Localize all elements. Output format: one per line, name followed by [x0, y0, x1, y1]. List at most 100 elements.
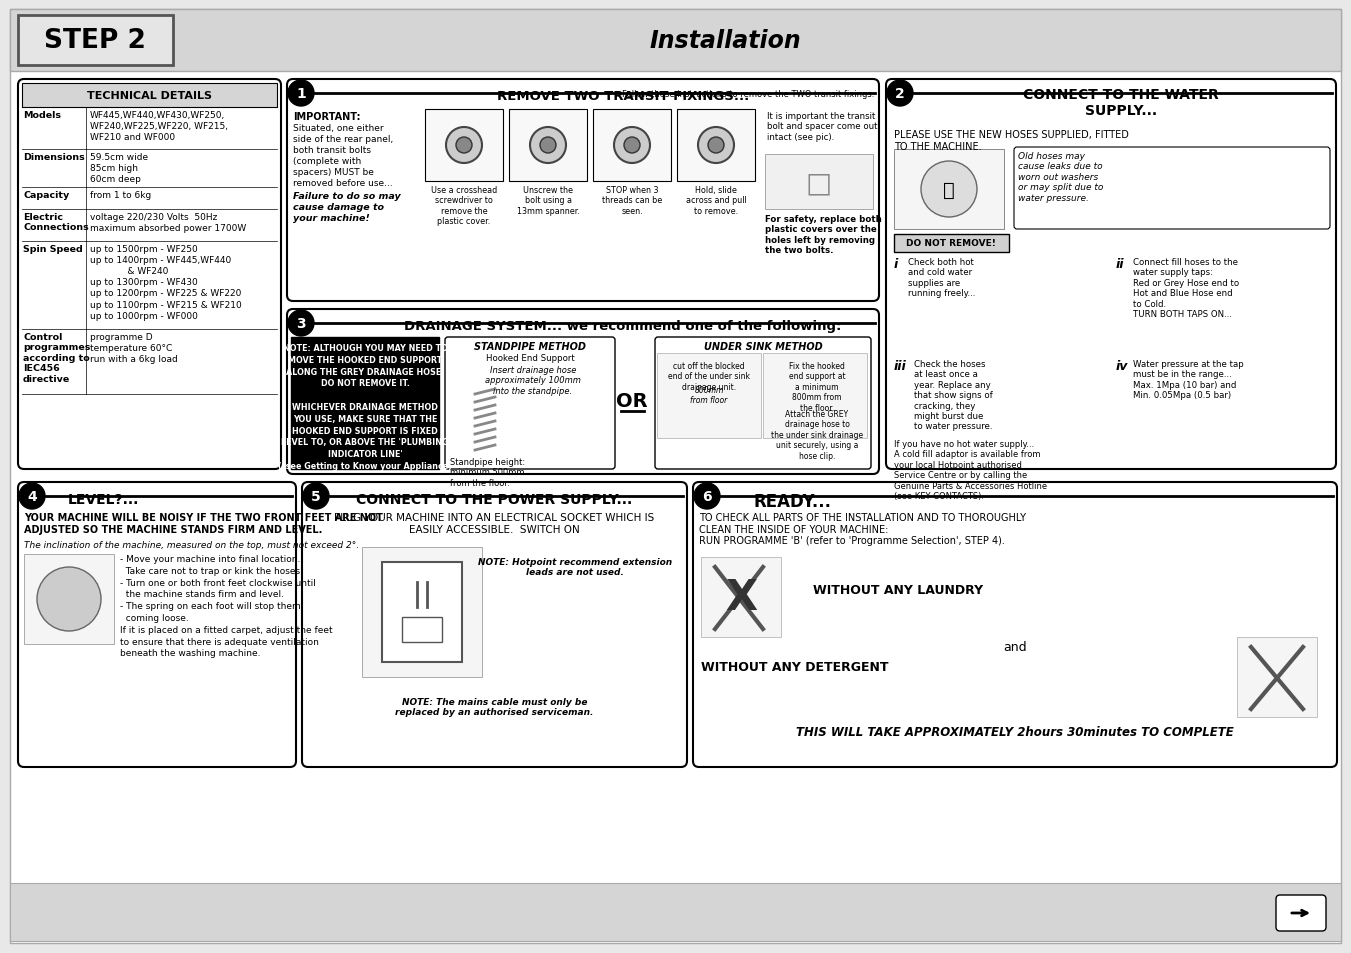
Text: Situated, one either: Situated, one either: [293, 124, 384, 132]
Text: iv: iv: [1116, 359, 1128, 373]
Text: 1: 1: [296, 87, 305, 101]
Circle shape: [36, 567, 101, 631]
Bar: [403, 618, 442, 642]
FancyBboxPatch shape: [655, 337, 871, 470]
FancyBboxPatch shape: [18, 80, 281, 470]
Text: Unscrew the
bolt using a
13mm spanner.: Unscrew the bolt using a 13mm spanner.: [516, 186, 580, 215]
Text: STEP 2: STEP 2: [45, 28, 146, 54]
Text: Capacity: Capacity: [23, 191, 69, 200]
Text: YOUR MACHINE WILL BE NOISY IF THE TWO FRONT FEET ARE NOT
ADJUSTED SO THE MACHINE: YOUR MACHINE WILL BE NOISY IF THE TWO FR…: [24, 513, 382, 534]
Text: STANDPIPE METHOD: STANDPIPE METHOD: [474, 341, 586, 352]
Text: ii: ii: [1116, 257, 1124, 271]
Text: Attach the GREY
drainage hose to
the under sink drainage
unit securely, using a
: Attach the GREY drainage hose to the und…: [771, 410, 863, 460]
Circle shape: [694, 483, 720, 510]
Text: 6: 6: [703, 490, 712, 503]
Text: Check both hot
and cold water
supplies are
running freely...: Check both hot and cold water supplies a…: [908, 257, 975, 298]
Text: Use a crosshead
screwdriver to
remove the
plastic cover.: Use a crosshead screwdriver to remove th…: [431, 186, 497, 226]
Text: Dimensions: Dimensions: [23, 152, 85, 162]
Circle shape: [921, 162, 977, 218]
Bar: [1238, 638, 1317, 718]
Text: NOTE: The mains cable must only be
replaced by an authorised serviceman.: NOTE: The mains cable must only be repla…: [396, 698, 593, 717]
Bar: [9, 883, 1342, 941]
Text: - Move your machine into final location.
  Take care not to trap or kink the hos: - Move your machine into final location.…: [120, 555, 332, 658]
Text: removed before use...: removed before use...: [293, 179, 393, 188]
Text: from 1 to 6kg: from 1 to 6kg: [91, 191, 151, 200]
Bar: [382, 562, 462, 662]
Text: 🔧: 🔧: [943, 180, 955, 199]
Text: Check the hoses
at least once a
year. Replace any
that show signs of
cracking, t: Check the hoses at least once a year. Re…: [915, 359, 993, 431]
FancyBboxPatch shape: [886, 80, 1336, 470]
Text: Installation: Installation: [648, 29, 801, 53]
Text: 3: 3: [296, 316, 305, 331]
FancyBboxPatch shape: [1275, 895, 1325, 931]
Text: 59.5cm wide
85cm high
60cm deep: 59.5cm wide 85cm high 60cm deep: [91, 152, 149, 184]
Text: cause damage to: cause damage to: [293, 203, 384, 212]
Circle shape: [540, 138, 557, 153]
Text: up to 1500rpm - WF250
up to 1400rpm - WF445,WF440
             & WF240
up to 130: up to 1500rpm - WF250 up to 1400rpm - WF…: [91, 245, 242, 320]
Text: REMOVE TWO TRANSIT FIXINGS...: REMOVE TWO TRANSIT FIXINGS...: [497, 90, 748, 103]
Bar: [894, 234, 1009, 253]
Text: your machine!: your machine!: [293, 213, 370, 223]
Circle shape: [303, 483, 330, 510]
Text: voltage 220/230 Volts  50Hz
maximum absorbed power 1700W: voltage 220/230 Volts 50Hz maximum absor…: [91, 213, 246, 233]
Text: TECHNICAL DETAILS: TECHNICAL DETAILS: [86, 91, 212, 101]
Text: IMPORTANT:: IMPORTANT:: [293, 112, 361, 122]
Text: Follow these instructions to remove the TWO transit fixings.: Follow these instructions to remove the …: [621, 90, 874, 99]
Bar: [426, 110, 503, 182]
Text: Electric
Connections: Electric Connections: [23, 213, 89, 233]
FancyBboxPatch shape: [286, 310, 880, 475]
Text: 800mm
from floor: 800mm from floor: [690, 386, 728, 405]
FancyBboxPatch shape: [444, 337, 615, 470]
Text: Models: Models: [23, 111, 61, 120]
Text: iii: iii: [894, 359, 907, 373]
Text: Connect fill hoses to the
water supply taps:
Red or Grey Hose end to
Hot and Blu: Connect fill hoses to the water supply t…: [1133, 257, 1239, 318]
Text: STOP when 3
threads can be
seen.: STOP when 3 threads can be seen.: [603, 186, 662, 215]
Text: Control
programmes
according to
IEC456
directive: Control programmes according to IEC456 d…: [23, 333, 91, 383]
Text: Hooked End Support: Hooked End Support: [485, 354, 574, 363]
Text: For safety, replace both
plastic covers over the
holes left by removing
the two : For safety, replace both plastic covers …: [765, 214, 882, 255]
FancyBboxPatch shape: [18, 482, 296, 767]
Circle shape: [288, 311, 313, 336]
Text: THIS WILL TAKE APPROXIMATELY 2hours 30minutes TO COMPLETE: THIS WILL TAKE APPROXIMATELY 2hours 30mi…: [796, 726, 1233, 739]
Text: Fix the hooked
end support at
a minimum
800mm from
the floor.: Fix the hooked end support at a minimum …: [789, 361, 846, 412]
Circle shape: [624, 138, 640, 153]
Bar: [9, 10, 1342, 71]
Circle shape: [446, 128, 482, 164]
Text: Failure to do so may: Failure to do so may: [293, 192, 401, 201]
Circle shape: [888, 81, 913, 107]
FancyBboxPatch shape: [693, 482, 1337, 767]
Circle shape: [19, 483, 45, 510]
Text: If you have no hot water supply...
A cold fill adaptor is available from
your lo: If you have no hot water supply... A col…: [894, 439, 1047, 500]
Text: WITHOUT ANY DETERGENT: WITHOUT ANY DETERGENT: [701, 660, 889, 674]
Text: Water pressure at the tap
must be in the range...
Max. 1Mpa (10 bar) and
Min. 0.: Water pressure at the tap must be in the…: [1133, 359, 1244, 399]
Text: X: X: [725, 577, 757, 618]
Bar: [894, 150, 1004, 230]
Text: WITHOUT ANY LAUNDRY: WITHOUT ANY LAUNDRY: [813, 584, 984, 597]
Circle shape: [613, 128, 650, 164]
Bar: [765, 154, 873, 210]
Bar: [18, 16, 173, 66]
Text: Insert drainage hose
approximately 100mm
into the standpipe.: Insert drainage hose approximately 100mm…: [485, 366, 581, 395]
Text: (complete with: (complete with: [293, 157, 361, 166]
FancyBboxPatch shape: [1015, 148, 1329, 230]
Text: and: and: [1004, 640, 1027, 654]
Text: spacers) MUST be: spacers) MUST be: [293, 168, 374, 177]
Circle shape: [530, 128, 566, 164]
Text: Spin Speed: Spin Speed: [23, 245, 82, 253]
Text: Old hoses may
cause leaks due to
worn out washers
or may split due to
water pres: Old hoses may cause leaks due to worn ou…: [1019, 152, 1104, 202]
Text: The inclination of the machine, measured on the top, must not exceed 2°.: The inclination of the machine, measured…: [24, 540, 359, 550]
Text: PLUG YOUR MACHINE INTO AN ELECTRICAL SOCKET WHICH IS
EASILY ACCESSIBLE.  SWITCH : PLUG YOUR MACHINE INTO AN ELECTRICAL SOC…: [335, 513, 655, 534]
Text: TO CHECK ALL PARTS OF THE INSTALLATION AND TO THOROUGHLY
CLEAN THE INSIDE OF YOU: TO CHECK ALL PARTS OF THE INSTALLATION A…: [698, 513, 1025, 546]
Text: DO NOT REMOVE!: DO NOT REMOVE!: [907, 239, 996, 248]
Text: PLEASE USE THE NEW HOSES SUPPLIED, FITTED
TO THE MACHINE.: PLEASE USE THE NEW HOSES SUPPLIED, FITTE…: [894, 130, 1129, 152]
Text: WF445,WF440,WF430,WF250,
WF240,WF225,WF220, WF215,
WF210 and WF000: WF445,WF440,WF430,WF250, WF240,WF225,WF2…: [91, 111, 228, 142]
Circle shape: [698, 128, 734, 164]
Text: CONNECT TO THE WATER
SUPPLY...: CONNECT TO THE WATER SUPPLY...: [1023, 88, 1219, 118]
Text: NOTE: ALTHOUGH YOU MAY NEED TO
MOVE THE HOOKED END SUPPORT
ALONG THE GREY DRAINA: NOTE: ALTHOUGH YOU MAY NEED TO MOVE THE …: [278, 344, 453, 471]
Text: LEVEL?...: LEVEL?...: [68, 493, 139, 506]
Circle shape: [457, 138, 471, 153]
Text: Hold, slide
across and pull
to remove.: Hold, slide across and pull to remove.: [685, 186, 746, 215]
Text: UNDER SINK METHOD: UNDER SINK METHOD: [704, 341, 823, 352]
Text: Standpipe height:
minimum 500mm
from the floor.: Standpipe height: minimum 500mm from the…: [450, 457, 526, 487]
Text: NOTE: Hotpoint recommend extension
leads are not used.: NOTE: Hotpoint recommend extension leads…: [478, 558, 671, 577]
